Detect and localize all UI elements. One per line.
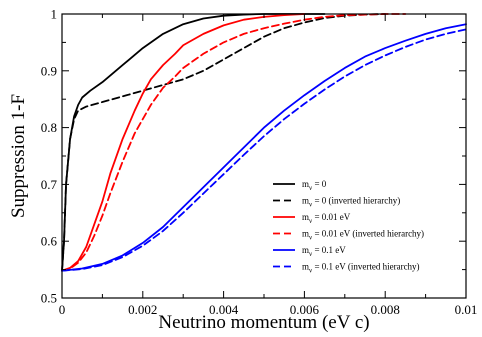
tick-group: 0 0.002 0.004 0.006 0.008 0.01 0.5 0.6 0.7 0.8 0.9… xyxy=(41,7,478,318)
y-tick-label: 1 xyxy=(51,7,58,22)
x-axis-label: Neutrino momentum (eV c) xyxy=(158,312,369,333)
y-tick-label: 0.6 xyxy=(41,234,58,249)
series-line-0 xyxy=(61,13,326,272)
series-line-3 xyxy=(61,13,407,272)
series-line-2 xyxy=(61,13,306,272)
series-line-5 xyxy=(61,28,467,272)
legend: mν = 0 mν = 0 (inverted hierarchy) mν = 0.… xyxy=(273,179,424,275)
y-tick-label: 0.8 xyxy=(41,120,57,135)
y-tick-label: 0.9 xyxy=(41,63,57,78)
legend-label-4: mν = 0.1 eV xyxy=(302,245,346,258)
legend-label-2: mν = 0.01 eV xyxy=(302,212,351,225)
x-tick-label: 0.01 xyxy=(455,302,478,317)
y-tick-label: 0.7 xyxy=(41,177,58,192)
legend-label-1: mν = 0 (inverted hierarchy) xyxy=(302,196,400,209)
legend-label-0: mν = 0 xyxy=(302,179,327,192)
x-tick-label: 0.008 xyxy=(371,302,400,317)
y-axis-label: Suppression 1-F xyxy=(8,94,29,218)
x-tick-label: 0.004 xyxy=(209,302,239,317)
series-line-4 xyxy=(61,23,467,272)
legend-label-3: mν = 0.01 eV (inverted hierarchy) xyxy=(302,229,424,242)
x-tick-label: 0 xyxy=(59,302,66,317)
y-tick-label: 0.5 xyxy=(41,291,57,306)
x-tick-label: 0.002 xyxy=(128,302,157,317)
legend-label-5: mν = 0.1 eV (inverted hierarchy) xyxy=(302,262,420,275)
series-line-1 xyxy=(61,13,387,272)
x-tick-label: 0.006 xyxy=(290,302,320,317)
